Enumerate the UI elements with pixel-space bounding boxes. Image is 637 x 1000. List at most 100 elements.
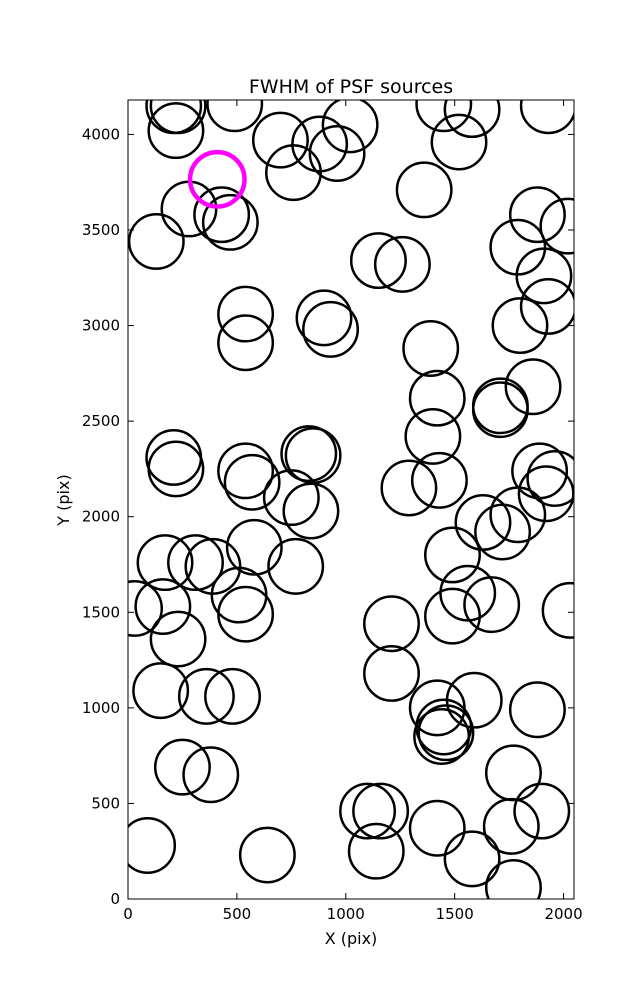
x-axis: 0 500 1000 1500 2000 [123,100,583,923]
psf-source-marker-69 [177,667,235,725]
psf-source-marker-45 [410,451,468,509]
psf-source-marker-12 [430,113,488,171]
psf-source-marker-70 [204,667,262,725]
psf-source-marker-66 [541,581,574,639]
psf-source-marker-75 [415,698,473,756]
psf-source-marker-35 [504,358,562,416]
psf-source-marker-55 [225,518,283,576]
y-tick-label-7: 3500 [82,221,120,239]
psf-source-marker-44 [380,459,438,517]
psf-source-marker-43 [282,482,340,540]
psf-source-marker-57 [424,526,481,584]
psf-source-marker-51 [517,465,574,523]
psf-source-marker-0 [145,100,203,135]
y-axis: 0 500 1000 1500 2000 2500 3000 3500 4000 [82,125,574,908]
psf-source-marker-59 [134,578,192,636]
psf-source-marker-26 [295,289,353,347]
psf-source-marker-15 [201,193,259,251]
psf-source-marker-31 [408,369,466,427]
psf-source-marker-5 [443,100,501,139]
psf-source-marker-86 [347,822,405,880]
psf-source-marker-17 [395,161,453,219]
x-tick-label-0: 0 [123,905,133,923]
chart-title: FWHM of PSF sources [249,76,453,98]
psf-source-marker-41 [280,425,338,483]
psf-source-marker-61 [217,585,275,643]
y-tick-label-0: 0 [110,890,120,908]
psf-source-marker-47 [474,503,532,561]
psf-source-marker-76 [417,704,475,762]
x-axis-label: X (pix) [325,929,378,948]
psf-source-marker-81 [352,782,410,840]
psf-source-marker-80 [339,782,397,840]
y-axis-label: Y (pix) [54,474,73,526]
psf-source-marker-82 [484,744,542,802]
psf-source-marker-21 [508,186,566,244]
psf-source-marker-30 [402,320,460,377]
psf-source-marker-64 [463,576,521,634]
psf-source-marker-52 [136,534,194,592]
psf-source-marker-50 [526,450,574,507]
psf-source-marker-7 [251,111,309,169]
psf-source-marker-53 [167,534,224,592]
psf-source-marker-14 [193,186,251,244]
psf-source-marker-83 [513,782,571,840]
psf-source-marker-16 [128,212,185,270]
plot-frame [127,99,575,900]
psf-source-marker-29 [491,297,549,355]
psf-source-marker-46 [454,493,512,551]
psf-source-marker-38 [217,442,275,500]
y-tick-label-8: 4000 [82,125,120,143]
y-tick-label-4: 2000 [82,508,120,526]
psf-source-marker-10 [308,125,366,182]
psf-source-marker-27 [302,300,360,358]
x-tick-label-3: 1500 [436,905,474,923]
psf-source-marker-9 [321,100,379,154]
psf-source-marker-37 [147,440,205,498]
psf-source-marker-71 [363,644,420,702]
y-tick-label-5: 2500 [82,412,120,430]
psf-source-marker-73 [445,671,503,729]
psf-source-marker-6 [519,100,574,135]
psf-source-marker-36 [145,428,203,486]
psf-source-marker-67 [149,610,207,668]
psf-source-marker-68 [132,662,190,720]
psf-source-marker-85 [238,826,296,884]
markers-layer [128,100,574,899]
psf-source-marker-62 [363,595,420,653]
psf-source-marker-78 [153,738,211,796]
psf-source-marker-58 [128,579,163,637]
psf-source-marker-39 [223,453,281,511]
psf-source-marker-19 [373,235,431,293]
psf-source-marker-87 [408,799,466,857]
x-tick-label-1: 500 [223,905,252,923]
psf-source-marker-88 [443,830,501,888]
psf-source-marker-22 [539,197,574,255]
psf-source-marker-33 [471,377,529,435]
psf-source-marker-89 [482,797,540,855]
psf-source-marker-11 [265,144,322,202]
y-tick-label-3: 1500 [82,603,120,621]
psf-source-marker-34 [471,381,529,439]
psf-source-marker-23 [515,247,573,305]
highlighted-source-marker [187,149,247,209]
y-tick-label-6: 3000 [82,317,120,335]
psf-source-marker-77 [413,708,471,765]
psf-source-marker-79 [182,746,240,804]
psf-source-marker-63 [439,564,497,622]
psf-source-marker-32 [404,407,462,465]
psf-source-marker-4 [415,100,473,133]
psf-source-marker-42 [284,427,342,485]
psf-source-marker-24 [217,285,275,343]
psf-source-marker-1 [149,100,207,135]
psf-source-marker-74 [508,681,566,739]
y-tick-label-2: 1000 [82,699,120,717]
psf-source-marker-56 [267,537,325,595]
psf-source-marker-2 [147,102,205,160]
x-tick-label-2: 1000 [327,905,365,923]
psf-source-marker-84 [128,817,177,874]
y-tick-label-1: 500 [91,794,120,812]
psf-source-marker-40 [262,469,320,527]
psf-source-marker-65 [424,587,481,645]
